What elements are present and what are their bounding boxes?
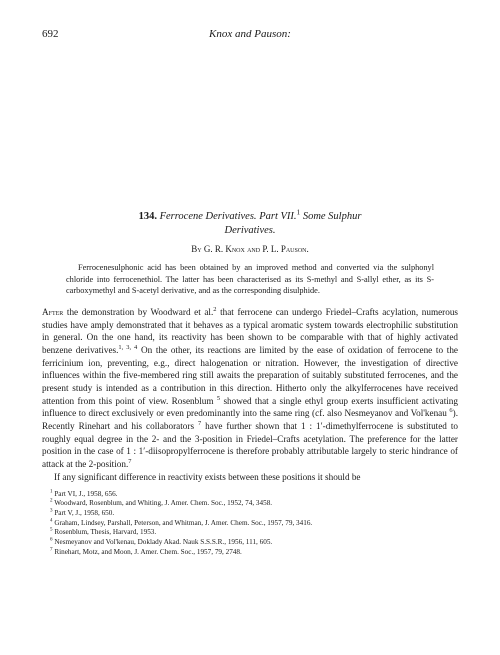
footnote-6: 6 Nesmeyanov and Vol'kenau, Doklady Akad… [42, 538, 458, 548]
title-main-1: Ferrocene Derivatives. [160, 211, 257, 222]
abstract: Ferrocenesulphonic acid has been obtaine… [66, 262, 434, 296]
footnote-2: 2 Woodward, Rosenblum, and Whiting, J. A… [42, 499, 458, 509]
footnote-7: 7 Rinehart, Motz, and Moon, J. Amer. Che… [42, 548, 458, 558]
footnotes: 1 Part VI, J., 1958, 656. 2 Woodward, Ro… [42, 490, 458, 558]
body-para-2: If any significant difference in reactiv… [42, 471, 458, 484]
body-text-1b: the demonstration by Woodward et al. [63, 307, 213, 317]
fn-num-7: 7 [50, 547, 53, 552]
article-title: 134. Ferrocene Derivatives. Part VII.1 S… [42, 210, 458, 238]
fn-text-7: Rinehart, Motz, and Moon, J. Amer. Chem.… [54, 548, 241, 556]
fn-num-2: 2 [50, 499, 53, 504]
running-head: Knox and Pauson: [209, 28, 291, 40]
title-line-2: Derivatives. [42, 224, 458, 238]
footnote-1: 1 Part VI, J., 1958, 656. [42, 490, 458, 500]
title-line-1: 134. Ferrocene Derivatives. Part VII.1 S… [42, 210, 458, 224]
fn-text-6: Nesmeyanov and Vol'kenau, Doklady Akad. … [54, 538, 272, 546]
fn-num-6: 6 [50, 538, 53, 543]
fn-text-1: Part VI, J., 1958, 656. [54, 490, 117, 498]
body-para-1: After the demonstration by Woodward et a… [42, 306, 458, 471]
fn-text-2: Woodward, Rosenblum, and Whiting, J. Ame… [54, 499, 272, 507]
first-word: After [42, 307, 63, 317]
ref-sup-134: 1, 3, 4 [118, 344, 137, 351]
fn-num-5: 5 [50, 528, 53, 533]
title-number: 134. [139, 211, 157, 222]
fn-text-3: Part V, J., 1958, 650. [54, 509, 114, 517]
title-part: Part VII. [259, 211, 296, 222]
body-text: After the demonstration by Woodward et a… [42, 306, 458, 484]
footnote-4: 4 Graham, Lindsey, Parshall, Peterson, a… [42, 519, 458, 529]
abstract-para: Ferrocenesulphonic acid has been obtaine… [66, 262, 434, 296]
fn-num-3: 3 [50, 509, 53, 514]
fn-text-5: Rosenblum, Thesis, Harvard, 1953. [54, 528, 156, 536]
fn-num-1: 1 [50, 489, 53, 494]
title-sup: 1 [297, 208, 301, 217]
fn-text-4: Graham, Lindsey, Parshall, Peterson, and… [54, 519, 312, 527]
footnote-5: 5 Rosenblum, Thesis, Harvard, 1953. [42, 528, 458, 538]
title-main-2: Some Sulphur [303, 211, 362, 222]
footnote-3: 3 Part V, J., 1958, 650. [42, 509, 458, 519]
fn-num-4: 4 [50, 518, 53, 523]
abstract-text: Ferrocenesulphonic acid has been obtaine… [66, 263, 434, 294]
authors: By G. R. Knox and P. L. Pauson. [42, 244, 458, 254]
page-number: 692 [42, 28, 59, 40]
ref-sup-7b: 7 [128, 458, 131, 465]
page-header: 692 Knox and Pauson: [42, 28, 458, 40]
